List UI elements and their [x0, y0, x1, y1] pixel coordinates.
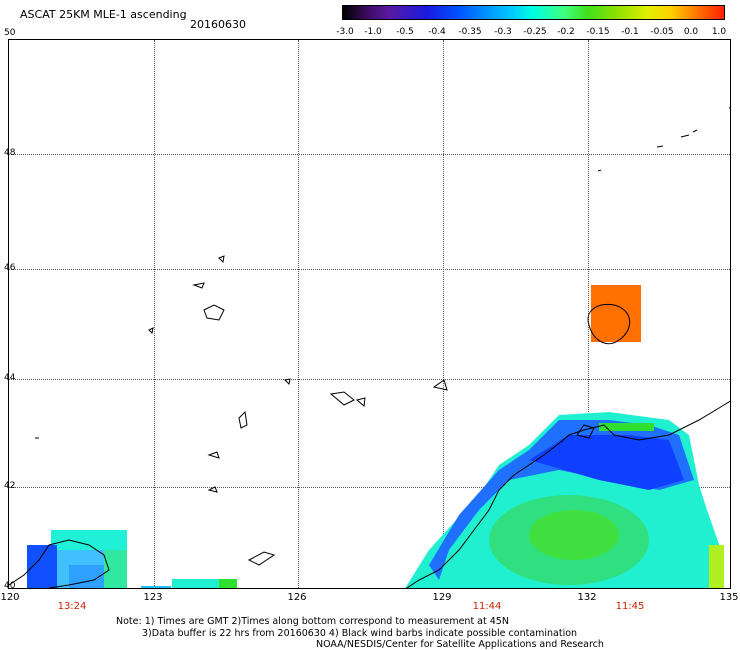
- map-panel: [8, 39, 731, 589]
- colorbar-tick: 0.0: [683, 27, 699, 37]
- footer-note-2: 3)Data buffer is 22 hrs from 20160630 4)…: [142, 628, 578, 639]
- lat-label: 40: [4, 581, 16, 591]
- swath-bottom-strip: [141, 579, 237, 588]
- grid-line-lat: [9, 379, 730, 380]
- colorbar-tick: -0.25: [523, 27, 547, 37]
- coastline: [9, 107, 730, 588]
- footer-credit: NOAA/NESDIS/Center for Satellite Applica…: [316, 639, 604, 650]
- colorbar-tick: -1.0: [364, 27, 382, 37]
- lon-label: 132: [577, 592, 597, 603]
- map-title: ASCAT 25KM MLE-1 ascending: [20, 8, 187, 21]
- swath-orange: [591, 285, 641, 342]
- swath-right: [405, 412, 724, 588]
- grid-line-lon: [443, 40, 444, 588]
- colorbar-tick: -0.35: [458, 27, 482, 37]
- colorbar-tick: -0.1: [621, 27, 639, 37]
- lon-label: 129: [432, 592, 452, 603]
- lat-label: 42: [4, 481, 16, 491]
- colorbar-tick: -0.2: [557, 27, 575, 37]
- grid-line-lat: [9, 487, 730, 488]
- grid-line-lat: [9, 154, 730, 155]
- lon-label: 135: [719, 592, 739, 603]
- grid-line-lon: [298, 40, 299, 588]
- map-date: 20160630: [190, 18, 246, 31]
- time-label: 13:24: [57, 601, 87, 612]
- colorbar-tick: -0.3: [494, 27, 512, 37]
- colorbar-tick: -0.4: [428, 27, 446, 37]
- time-label: 11:44: [472, 601, 502, 612]
- colorbar-tick: -3.0: [336, 27, 354, 37]
- grid-line-lon: [154, 40, 155, 588]
- lon-label: 120: [0, 592, 20, 603]
- colorbar-tick: -0.5: [396, 27, 414, 37]
- lon-label: 123: [143, 592, 163, 603]
- colorbar-tick: 1.0: [711, 27, 727, 37]
- lat-label: 46: [4, 263, 16, 273]
- colorbar-tick: -0.05: [650, 27, 674, 37]
- colorbar: [342, 5, 725, 20]
- lon-label: 126: [287, 592, 307, 603]
- lat-label: 50: [4, 28, 16, 38]
- swath-lower-left: [27, 530, 127, 588]
- lat-label: 44: [4, 373, 16, 383]
- lat-label: 48: [4, 148, 16, 158]
- footer-note-1: Note: 1) Times are GMT 2)Times along bot…: [116, 616, 509, 627]
- grid-line-lat: [9, 269, 730, 270]
- time-label: 11:45: [615, 601, 645, 612]
- map-overlay: [9, 107, 730, 588]
- colorbar-tick: -0.15: [586, 27, 610, 37]
